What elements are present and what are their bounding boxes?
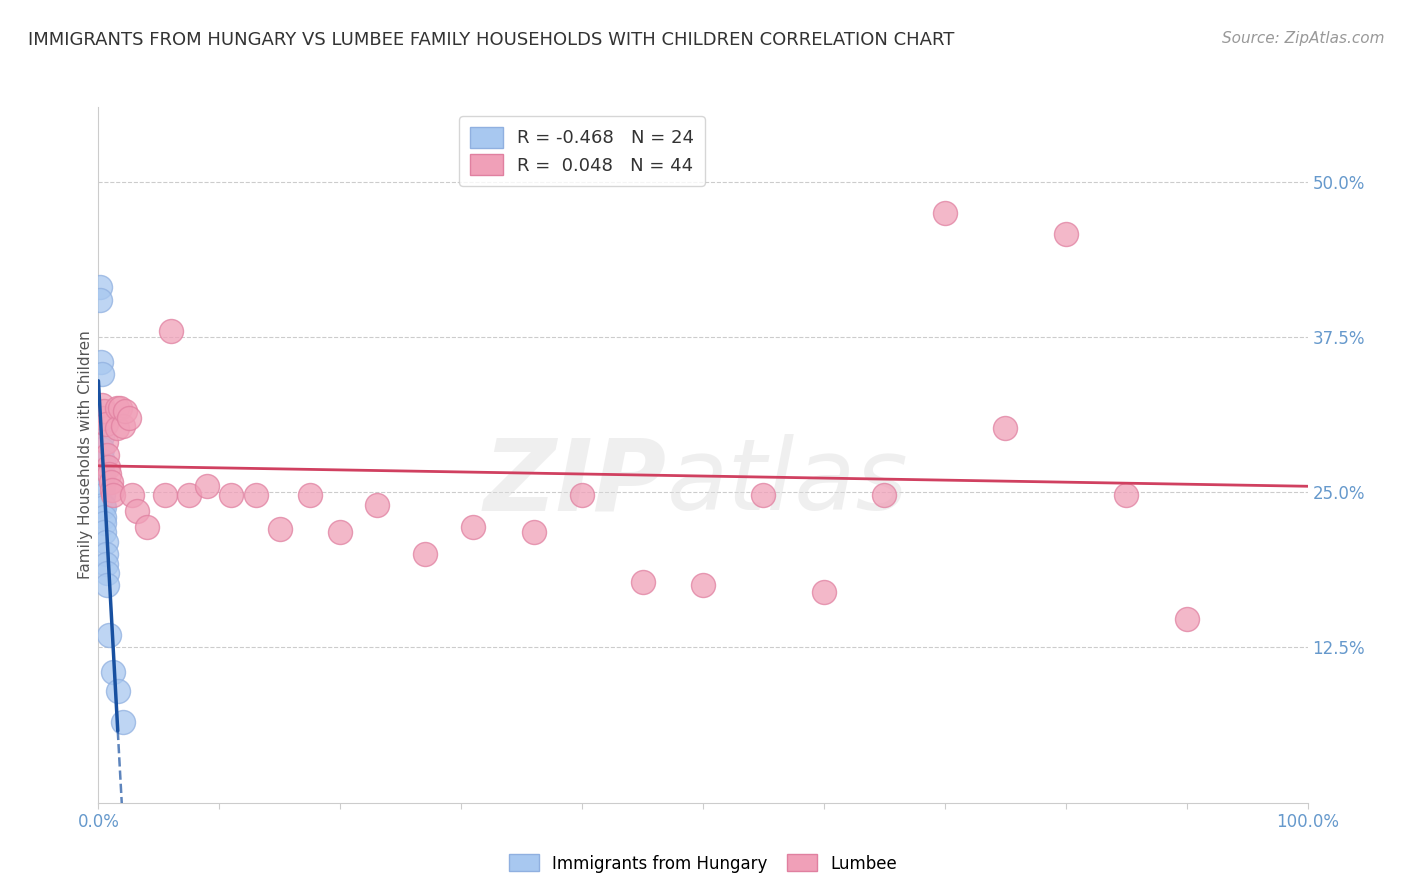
Point [111,419,134,434]
Point [91,488,114,502]
Point [94,547,117,561]
Point [101,488,124,502]
Legend: Immigrants from Hungary, Lumbee: Immigrants from Hungary, Lumbee [502,847,904,880]
Point [94,535,117,549]
Legend: R = -0.468   N = 24, R =  0.048   N = 44: R = -0.468 N = 24, R = 0.048 N = 44 [460,116,704,186]
Text: IMMIGRANTS FROM HUNGARY VS LUMBEE FAMILY HOUSEHOLDS WITH CHILDREN CORRELATION CH: IMMIGRANTS FROM HUNGARY VS LUMBEE FAMILY… [28,31,955,49]
Point [221,488,243,502]
Point [101,665,124,680]
Point [91,467,114,481]
Point [692,578,714,592]
Point [1054,227,1077,241]
Point [91,498,114,512]
Point [93,524,115,539]
Point [89,280,111,294]
Point [96,578,118,592]
Point [299,488,322,502]
Point [93,510,115,524]
Point [366,498,388,512]
Point [89,293,111,307]
Point [91,429,114,443]
Point [463,520,485,534]
Point [91,454,114,468]
Point [873,488,896,502]
Point [179,488,201,502]
Point [100,475,122,490]
Point [153,488,176,502]
Point [108,401,131,415]
Point [118,410,141,425]
Point [93,404,115,418]
Point [96,566,118,580]
Point [269,523,291,537]
Point [813,584,835,599]
Point [100,483,122,497]
Point [631,574,654,589]
Point [107,684,129,698]
Point [94,558,117,572]
Point [195,479,218,493]
Point [413,547,436,561]
Point [111,714,134,729]
Point [1175,612,1198,626]
Point [91,442,114,456]
Point [245,488,267,502]
Point [105,420,128,434]
Point [96,448,118,462]
Point [934,205,956,219]
Point [91,479,114,493]
Y-axis label: Family Households with Children: Family Households with Children [77,331,93,579]
Point [91,398,114,412]
Point [98,467,121,481]
Point [90,355,112,369]
Point [329,524,352,539]
Point [121,488,143,502]
Point [91,367,114,381]
Point [98,628,121,642]
Text: ZIP: ZIP [484,434,666,532]
Point [994,420,1017,434]
Point [94,417,117,431]
Point [91,410,114,425]
Point [105,401,128,415]
Point [93,516,115,531]
Point [114,404,136,418]
Point [752,488,775,502]
Point [135,520,157,534]
Point [523,524,546,539]
Point [127,504,149,518]
Point [97,460,120,475]
Point [93,500,115,514]
Point [571,488,593,502]
Text: atlas: atlas [666,434,908,532]
Point [160,324,183,338]
Point [94,435,117,450]
Point [1115,488,1137,502]
Text: Source: ZipAtlas.com: Source: ZipAtlas.com [1222,31,1385,46]
